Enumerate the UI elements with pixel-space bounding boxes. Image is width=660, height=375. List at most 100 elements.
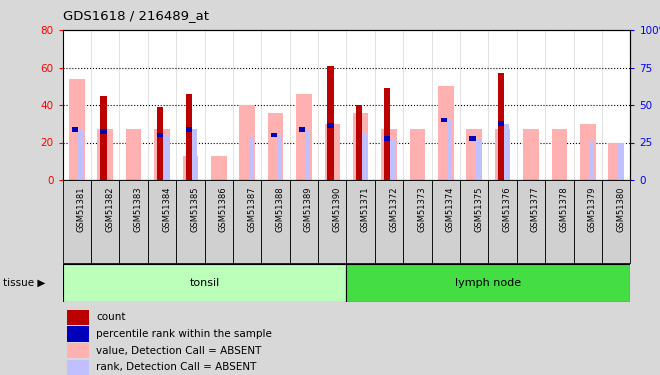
Bar bbox=[327, 66, 334, 180]
Text: GSM51379: GSM51379 bbox=[587, 187, 597, 232]
Bar bbox=[249, 137, 253, 180]
Bar bbox=[268, 112, 283, 180]
Bar bbox=[432, 180, 460, 262]
Bar bbox=[296, 94, 312, 180]
Text: GSM51388: GSM51388 bbox=[275, 187, 284, 232]
Bar bbox=[469, 136, 476, 141]
Bar bbox=[391, 139, 395, 180]
Bar bbox=[79, 129, 83, 180]
Bar bbox=[67, 326, 88, 342]
Bar bbox=[148, 180, 176, 262]
Bar bbox=[346, 264, 630, 302]
Text: rank, Detection Call = ABSENT: rank, Detection Call = ABSENT bbox=[96, 362, 257, 372]
Bar bbox=[192, 129, 197, 180]
Text: GSM51389: GSM51389 bbox=[304, 187, 313, 232]
Text: GSM51384: GSM51384 bbox=[162, 187, 171, 232]
Text: GSM51374: GSM51374 bbox=[446, 187, 455, 232]
Bar bbox=[211, 156, 226, 180]
Bar bbox=[523, 129, 539, 180]
Bar bbox=[353, 112, 368, 180]
Bar bbox=[157, 107, 164, 180]
Bar bbox=[67, 360, 88, 375]
Bar bbox=[185, 127, 192, 132]
Text: GSM51381: GSM51381 bbox=[77, 187, 86, 232]
Bar bbox=[517, 180, 545, 262]
Text: GSM51380: GSM51380 bbox=[616, 187, 625, 232]
Bar bbox=[476, 139, 480, 180]
Text: GSM51383: GSM51383 bbox=[133, 187, 143, 232]
Text: GDS1618 / 216489_at: GDS1618 / 216489_at bbox=[63, 9, 209, 22]
Bar bbox=[67, 310, 88, 325]
Bar bbox=[327, 123, 334, 128]
Text: count: count bbox=[96, 312, 126, 322]
Bar bbox=[91, 180, 119, 262]
Text: GSM51387: GSM51387 bbox=[247, 187, 256, 232]
Bar bbox=[545, 180, 574, 262]
Text: GSM51385: GSM51385 bbox=[190, 187, 199, 232]
Bar bbox=[69, 79, 84, 180]
Bar bbox=[126, 129, 141, 180]
Bar bbox=[498, 122, 504, 126]
Bar bbox=[176, 180, 205, 262]
Bar bbox=[271, 133, 277, 137]
Bar bbox=[306, 129, 310, 180]
Bar bbox=[488, 180, 517, 262]
Bar bbox=[602, 180, 630, 262]
Bar bbox=[375, 180, 403, 262]
Bar bbox=[290, 180, 318, 262]
Text: GSM51375: GSM51375 bbox=[474, 187, 483, 232]
Bar bbox=[318, 180, 346, 262]
Text: GSM51386: GSM51386 bbox=[218, 187, 228, 232]
Bar bbox=[67, 343, 88, 358]
Text: GSM51382: GSM51382 bbox=[106, 187, 114, 232]
Bar bbox=[460, 180, 488, 262]
Bar bbox=[183, 156, 198, 180]
Bar bbox=[205, 180, 233, 262]
Text: GSM51372: GSM51372 bbox=[389, 187, 398, 232]
Bar bbox=[164, 135, 168, 180]
Bar bbox=[384, 88, 391, 180]
Bar bbox=[240, 105, 255, 180]
Text: GSM51390: GSM51390 bbox=[332, 187, 341, 232]
Text: GSM51371: GSM51371 bbox=[360, 187, 370, 232]
Text: lymph node: lymph node bbox=[455, 278, 521, 288]
Text: GSM51378: GSM51378 bbox=[559, 187, 568, 232]
Bar bbox=[346, 180, 375, 262]
Text: value, Detection Call = ABSENT: value, Detection Call = ABSENT bbox=[96, 346, 262, 356]
Bar bbox=[580, 124, 595, 180]
Bar bbox=[157, 133, 164, 137]
Bar bbox=[384, 136, 391, 141]
Bar bbox=[589, 141, 594, 180]
Bar bbox=[261, 180, 290, 262]
Bar bbox=[233, 180, 261, 262]
Bar bbox=[100, 96, 107, 180]
Bar bbox=[362, 133, 367, 180]
Bar bbox=[447, 120, 452, 180]
Bar bbox=[618, 142, 622, 180]
Bar bbox=[63, 180, 91, 262]
Bar bbox=[100, 129, 107, 134]
Bar bbox=[119, 180, 148, 262]
Bar bbox=[154, 129, 170, 180]
Bar bbox=[441, 118, 447, 122]
Bar bbox=[277, 135, 282, 180]
Text: GSM51376: GSM51376 bbox=[502, 187, 512, 232]
Bar bbox=[185, 94, 192, 180]
Bar bbox=[498, 73, 504, 180]
Bar bbox=[552, 129, 567, 180]
Bar bbox=[410, 129, 425, 180]
Bar bbox=[574, 180, 602, 262]
Text: percentile rank within the sample: percentile rank within the sample bbox=[96, 329, 273, 339]
Bar bbox=[504, 124, 509, 180]
Bar bbox=[467, 129, 482, 180]
Bar bbox=[72, 127, 79, 132]
Bar bbox=[403, 180, 432, 262]
Bar bbox=[438, 86, 453, 180]
Bar bbox=[98, 129, 113, 180]
Text: tonsil: tonsil bbox=[189, 278, 220, 288]
Bar bbox=[495, 129, 510, 180]
Bar bbox=[381, 129, 397, 180]
Bar bbox=[609, 142, 624, 180]
Text: tissue ▶: tissue ▶ bbox=[3, 278, 46, 288]
Text: GSM51373: GSM51373 bbox=[417, 187, 426, 232]
